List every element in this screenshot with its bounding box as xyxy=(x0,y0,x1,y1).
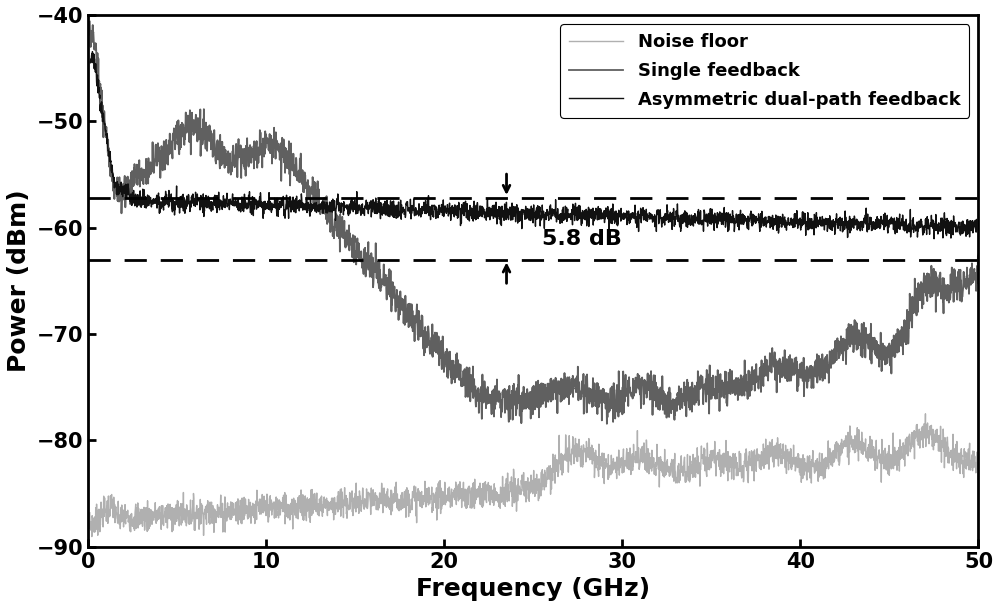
Noise floor xyxy=(185,514,197,522)
Asymmetric dual-path feedback xyxy=(238,203,250,210)
Line: Single feedback: Single feedback xyxy=(90,21,978,424)
Single feedback xyxy=(463,370,475,378)
X-axis label: Frequency (GHz): Frequency (GHz) xyxy=(416,577,650,601)
Single feedback xyxy=(860,347,872,354)
Asymmetric dual-path feedback xyxy=(860,220,872,227)
Asymmetric dual-path feedback xyxy=(185,193,197,201)
Line: Asymmetric dual-path feedback: Asymmetric dual-path feedback xyxy=(90,52,978,239)
Asymmetric dual-path feedback xyxy=(972,224,984,231)
Noise floor xyxy=(956,453,968,460)
Legend: Noise floor, Single feedback, Asymmetric dual-path feedback: Noise floor, Single feedback, Asymmetric… xyxy=(560,24,969,118)
Single feedback xyxy=(185,128,197,135)
Single feedback xyxy=(84,18,96,25)
Noise floor xyxy=(425,495,437,502)
Noise floor xyxy=(84,509,96,516)
Line: Noise floor: Noise floor xyxy=(90,414,978,537)
Noise floor xyxy=(860,435,872,443)
Single feedback xyxy=(425,341,437,348)
Asymmetric dual-path feedback xyxy=(84,58,96,66)
Noise floor xyxy=(463,483,475,490)
Asymmetric dual-path feedback xyxy=(425,204,437,211)
Text: 5.8 dB: 5.8 dB xyxy=(542,229,622,249)
Single feedback xyxy=(601,420,613,427)
Single feedback xyxy=(238,162,250,170)
Noise floor xyxy=(972,457,984,464)
Asymmetric dual-path feedback xyxy=(463,217,475,224)
Asymmetric dual-path feedback xyxy=(86,48,98,55)
Noise floor xyxy=(86,533,98,541)
Asymmetric dual-path feedback xyxy=(928,235,940,243)
Asymmetric dual-path feedback xyxy=(956,224,968,231)
Y-axis label: Power (dBm): Power (dBm) xyxy=(7,190,31,372)
Single feedback xyxy=(955,285,967,292)
Noise floor xyxy=(919,410,931,418)
Single feedback xyxy=(972,250,984,258)
Noise floor xyxy=(238,494,250,501)
